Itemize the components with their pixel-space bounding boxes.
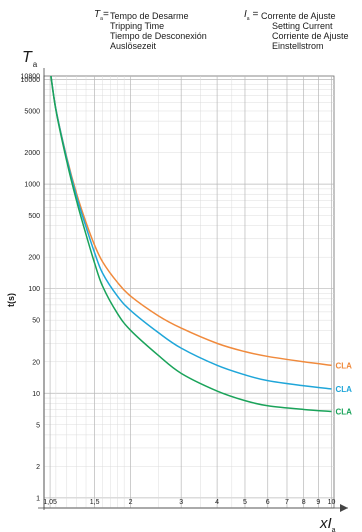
series-label-2: CLA — [336, 385, 353, 394]
y-tick-label: 1 — [36, 495, 40, 502]
ia-legend-line-de: Einstellstrom — [272, 41, 324, 51]
y-tick-label: 5 — [36, 422, 40, 429]
y-axis-symbol: Ta — [22, 49, 38, 69]
series-line-1 — [50, 76, 332, 367]
plot-frame — [43, 75, 335, 509]
ia-legend-line-en: Setting Current — [272, 21, 333, 31]
y-tick-label: 500 — [28, 213, 40, 220]
y-tick-label: 10000 — [21, 77, 41, 84]
series-label-3: CLA — [336, 407, 353, 416]
y-tick-label: 50 — [32, 318, 40, 325]
x-tick-label: 2 — [129, 499, 133, 506]
y-tick-label: 100 — [28, 286, 40, 293]
x-tick-label: 10 — [328, 499, 336, 506]
x-tick-label: 1,05 — [43, 499, 57, 506]
ta-legend-line-es: Tiempo de Desconexión — [110, 31, 207, 41]
ta-legend-line-en: Tripping Time — [110, 21, 165, 31]
ia-legend-line-es: Corriente de Ajuste — [272, 31, 349, 41]
x-tick-label: 9 — [316, 499, 320, 506]
x-tick-label: 8 — [302, 499, 306, 506]
ta-legend-line-pt: Tempo de Desarme — [110, 11, 189, 21]
y-axis-label: t(s) — [6, 293, 16, 307]
ta-legend-line-de: Auslösezeit — [110, 41, 157, 51]
x-axis-arrow-icon — [340, 504, 348, 512]
y-tick-label: 2000 — [24, 150, 40, 157]
grid — [44, 76, 334, 508]
y-tick-label: 200 — [28, 255, 40, 262]
y-tick-label: 1000 — [24, 182, 40, 189]
ta-legend-symbol: Ta= — [94, 9, 109, 22]
series-line-3 — [50, 76, 332, 413]
x-tick-label: 1,5 — [90, 499, 100, 506]
y-tick-label: 2 — [36, 464, 40, 471]
ia-legend-symbol: Ia = — [244, 9, 259, 22]
y-tick-label: 10 — [32, 391, 40, 398]
x-axis-symbol: xIa — [319, 515, 336, 532]
y-tick-label: 20 — [32, 359, 40, 366]
y-tick-label: 10800 — [21, 74, 41, 81]
x-tick-label: 3 — [179, 499, 183, 506]
tick-labels: 1 2 5 10 20 50 100 200 500 1000 2000 5000 1000010800… — [21, 74, 336, 507]
series-line-2 — [50, 76, 332, 390]
series-label-1: CLA — [336, 361, 353, 370]
series-lines: CLA CLA CLA — [50, 76, 353, 416]
y-tick-label: 5000 — [24, 108, 40, 115]
x-tick-label: 4 — [215, 499, 219, 506]
x-tick-label: 7 — [285, 499, 289, 506]
x-tick-label: 6 — [266, 499, 270, 506]
ia-legend-line-pt: Corrente de Ajuste — [261, 11, 336, 21]
x-tick-label: 5 — [243, 499, 247, 506]
